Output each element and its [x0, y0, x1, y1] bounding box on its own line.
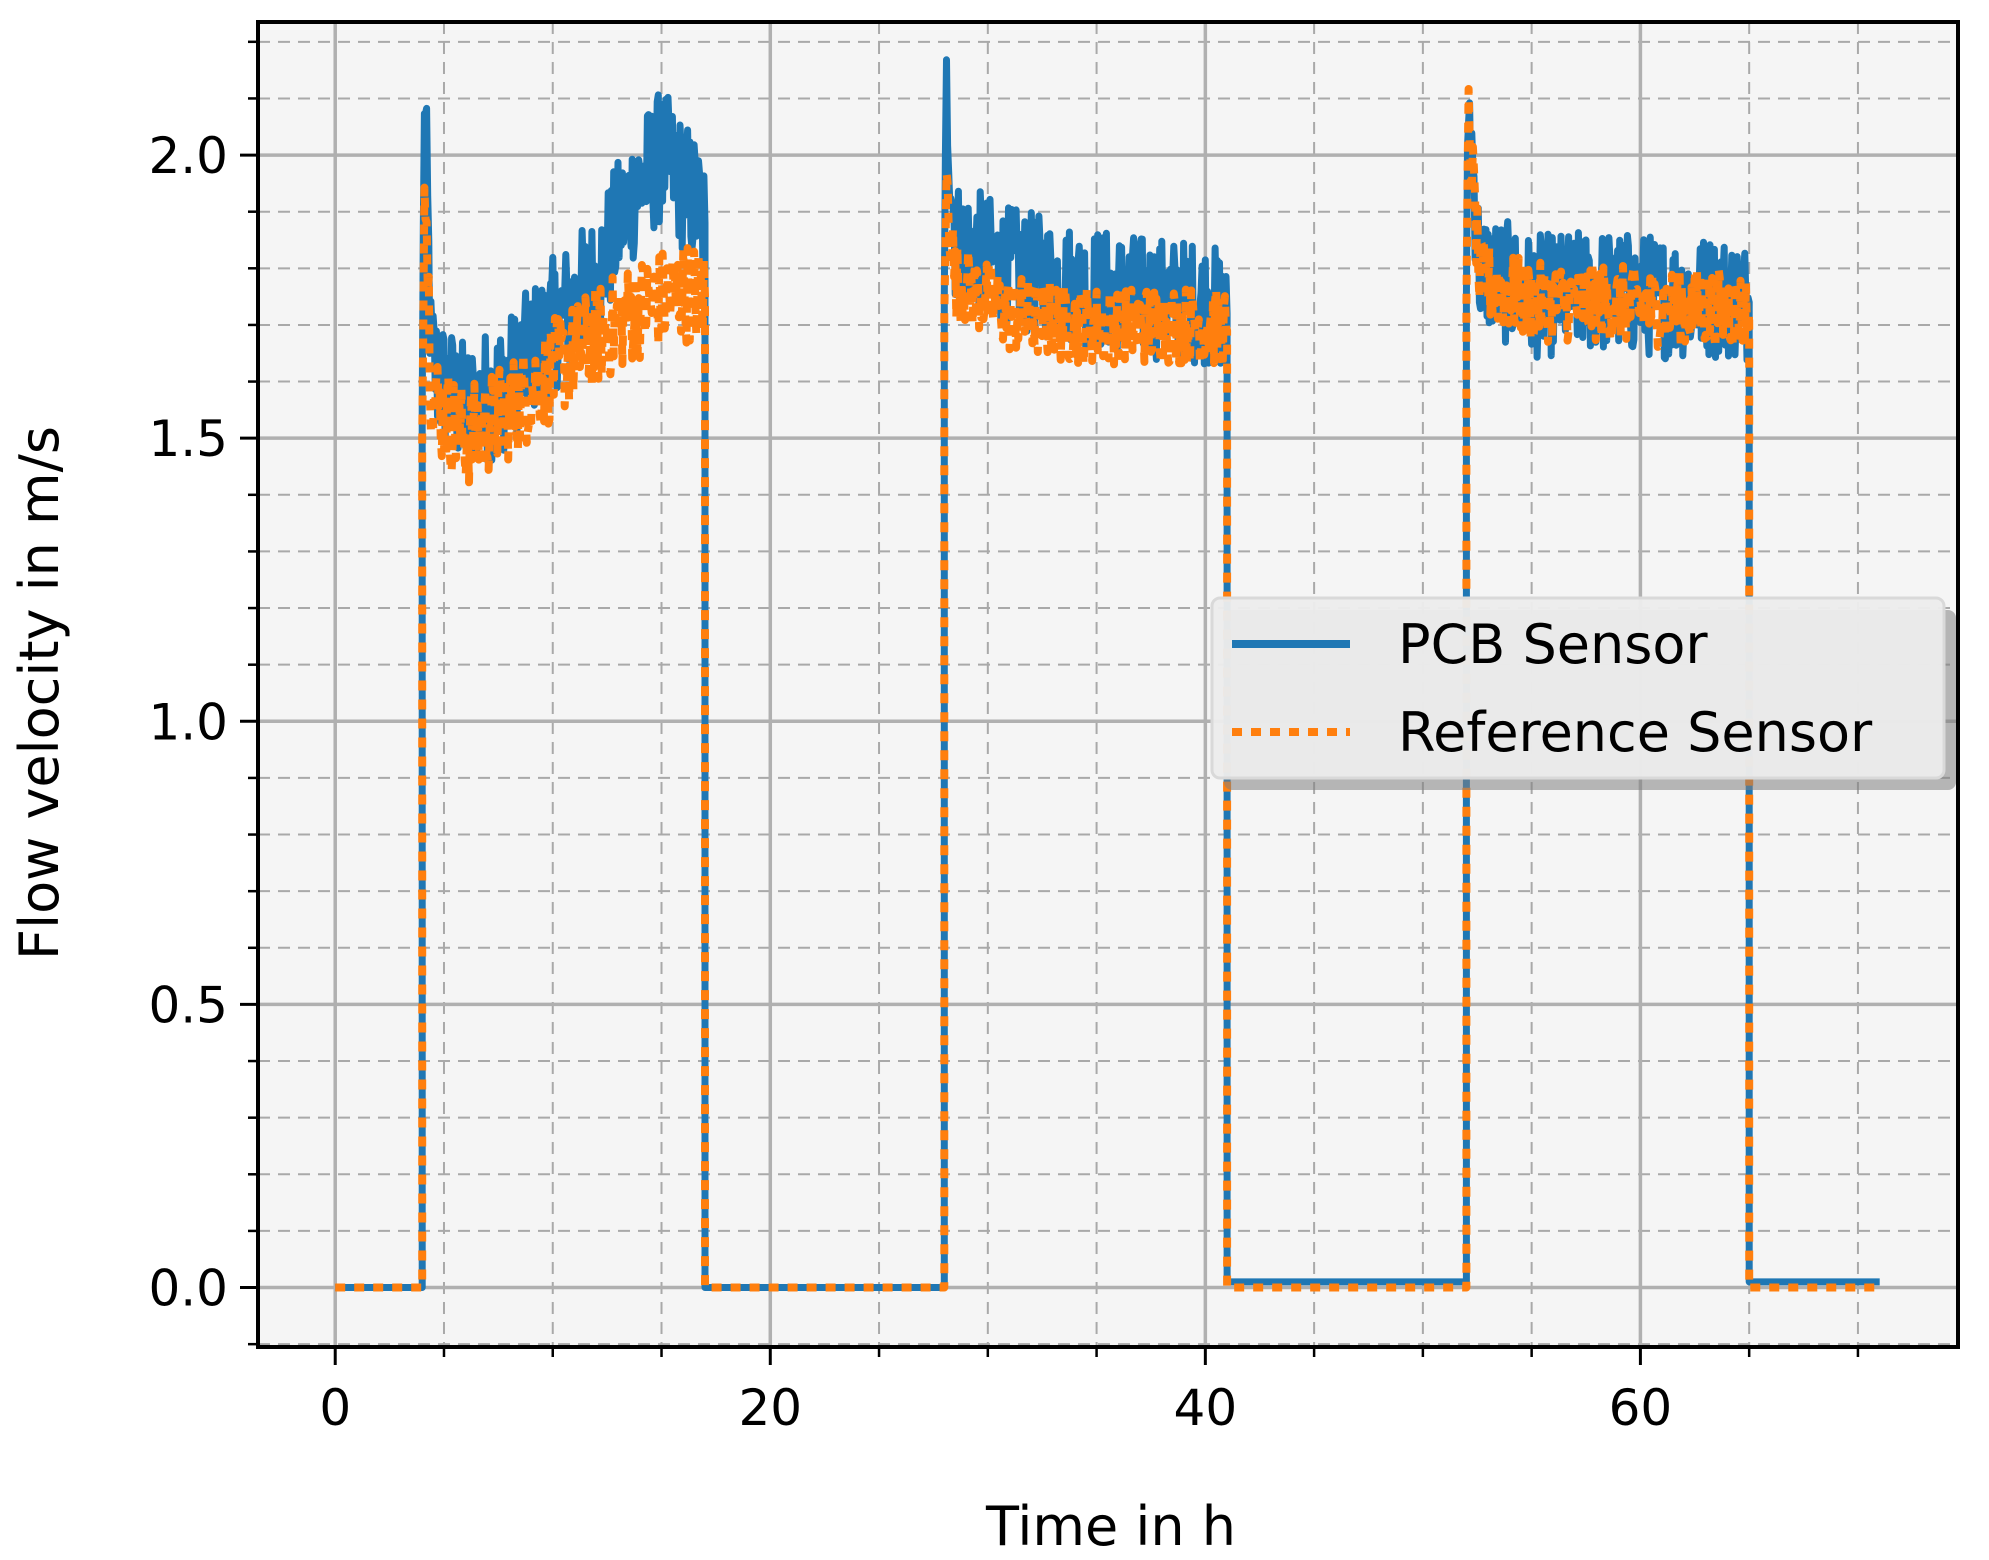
x-axis-label: Time in h: [985, 1495, 1236, 1558]
y-tick-label: 2.0: [148, 127, 228, 185]
legend-label: PCB Sensor: [1398, 613, 1708, 676]
x-tick-label: 60: [1609, 1379, 1673, 1437]
y-tick-label: 1.5: [148, 410, 228, 468]
axes-frame: [256, 20, 1960, 1349]
legend-label: Reference Sensor: [1398, 701, 1873, 764]
y-tick-label: 0.0: [148, 1260, 228, 1318]
legend: [1210, 596, 1946, 780]
y-tick-label: 0.5: [148, 976, 228, 1034]
y-tick-label: 1.0: [148, 693, 228, 751]
x-tick-label: 0: [319, 1379, 351, 1437]
x-tick-label: 20: [738, 1379, 802, 1437]
y-axis-label: Flow velocity in m/s: [8, 426, 71, 960]
series-line-reference-sensor: [335, 85, 1880, 1292]
x-tick-label: 40: [1174, 1379, 1238, 1437]
